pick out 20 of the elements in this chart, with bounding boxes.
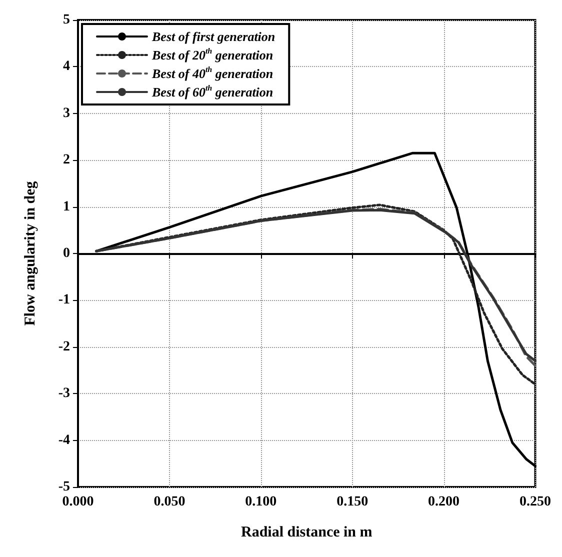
- y-tick-label: 4: [63, 59, 70, 74]
- y-tick-label: 2: [63, 152, 70, 168]
- y-tick-label: -1: [58, 292, 70, 308]
- x-tick-label: 0.050: [154, 494, 186, 510]
- x-tick-label: 0.250: [520, 494, 551, 510]
- y-tick-label: 1: [63, 199, 70, 214]
- y-tick-label: 3: [63, 106, 70, 121]
- x-tick-label: 0.200: [428, 494, 460, 510]
- y-tick-label: -4: [58, 432, 70, 448]
- x-tick-label: 0.150: [336, 494, 368, 510]
- y-tick-label: 0: [63, 246, 70, 261]
- x-tick-label: 0.000: [62, 494, 94, 510]
- x-tick-label: 0.100: [245, 494, 277, 510]
- y-tick-label: 5: [63, 12, 70, 28]
- x-axis-title: Radial distance in m: [240, 524, 373, 540]
- y-tick-label: -2: [58, 339, 70, 354]
- y-tick-label: -3: [58, 386, 70, 402]
- y-axis-title: Flow angularity in deg: [22, 180, 38, 326]
- y-tick-label: -5: [58, 480, 70, 494]
- legend-label: Best of first generation: [151, 29, 276, 44]
